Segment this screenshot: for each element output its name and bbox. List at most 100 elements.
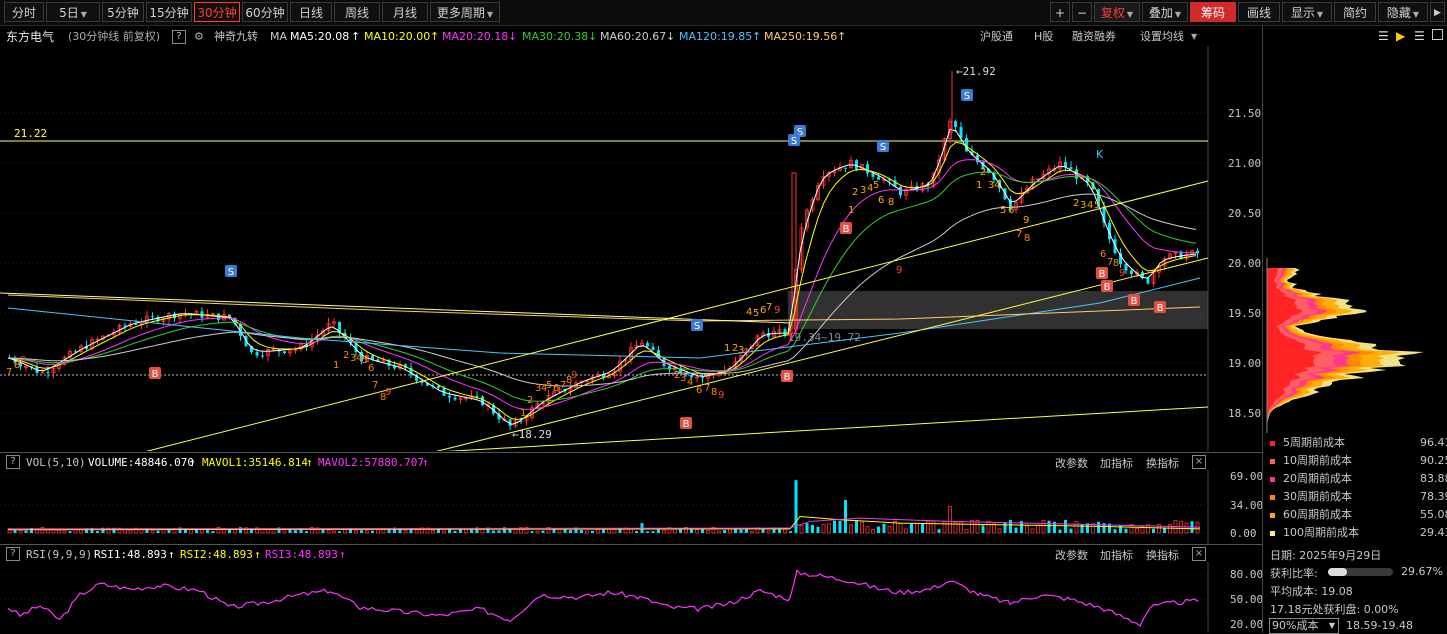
rsi2-value: RSI2:48.893 bbox=[180, 548, 253, 561]
volume-bar-up bbox=[524, 526, 529, 534]
legend-label: 20周期前成本 bbox=[1283, 472, 1352, 485]
volume-bar-down bbox=[96, 531, 99, 533]
shezhi-junxian-button[interactable]: 设置均线 bbox=[1140, 30, 1184, 43]
ma-label: MA bbox=[270, 30, 288, 43]
volume-bar-down bbox=[981, 525, 985, 533]
vol-gaicanshu-button[interactable]: 改参数 bbox=[1055, 457, 1088, 470]
volume-bar-down bbox=[1097, 521, 1100, 533]
period-tab-5day[interactable]: 5日 ▼ bbox=[46, 2, 100, 22]
volume-bar-down bbox=[409, 529, 413, 533]
period-tab-15min[interactable]: 15分钟 bbox=[146, 2, 192, 22]
td-count-label: 9 bbox=[20, 355, 26, 366]
vol-huanzhibiao-button[interactable]: 换指标 bbox=[1146, 457, 1179, 470]
volume-chart[interactable]: 69.00 34.00 0.00 bbox=[0, 470, 1262, 544]
volume-bar-down bbox=[13, 530, 17, 533]
legend-swatch bbox=[1270, 440, 1275, 446]
period-tab-week[interactable]: 周线 bbox=[334, 2, 380, 22]
rsi-jiazhibiao-button[interactable]: 加指标 bbox=[1100, 549, 1133, 562]
rongzi-link[interactable]: 融资融券 bbox=[1072, 30, 1116, 43]
close-icon[interactable]: × bbox=[1192, 455, 1206, 469]
candle-body-down bbox=[453, 397, 457, 400]
volume-bar-down bbox=[651, 531, 655, 533]
period-tab-month[interactable]: 月线 bbox=[382, 2, 428, 22]
volume-bar-down bbox=[1069, 528, 1073, 533]
buy-signal-bg bbox=[680, 417, 692, 429]
volume-bar-down bbox=[563, 529, 567, 533]
jianyue-button[interactable]: 简约 bbox=[1334, 2, 1376, 22]
align-icon[interactable]: ☰ bbox=[1378, 29, 1389, 43]
volume-bar-up bbox=[931, 520, 936, 534]
diejia-button[interactable]: 叠加 ▼ bbox=[1142, 2, 1188, 22]
period-tab-5min[interactable]: 5分钟 bbox=[102, 2, 144, 22]
volume-bar-down bbox=[503, 527, 506, 533]
flag-icon[interactable]: ▶ bbox=[1396, 29, 1406, 43]
period-tab-more[interactable]: 更多周期 ▼ bbox=[430, 2, 500, 22]
candle-body-down bbox=[651, 346, 655, 351]
candle-body-down bbox=[481, 396, 484, 406]
price-chart[interactable]: 21.50 21.00 20.50 20.00 19.50 19.00 18.50 21.22… bbox=[0, 46, 1262, 451]
indicator-name[interactable]: 神奇九转 bbox=[214, 30, 258, 43]
volume-tick-label: 69.00 bbox=[1230, 470, 1262, 483]
help-icon[interactable]: ? bbox=[6, 547, 20, 561]
help-icon[interactable]: ? bbox=[172, 30, 186, 44]
volume-bar-up bbox=[865, 526, 870, 534]
volume-bar-down bbox=[239, 527, 242, 533]
window-icon[interactable] bbox=[1432, 29, 1443, 40]
volume-bar-down bbox=[453, 530, 457, 533]
candle-body-down bbox=[134, 323, 138, 325]
list-icon[interactable]: ☰ bbox=[1414, 29, 1425, 43]
volume-bar-up bbox=[106, 527, 111, 534]
legend-percent: 83.88% bbox=[1420, 472, 1447, 485]
sell-signal-bg bbox=[788, 134, 800, 146]
sell-signal-bg bbox=[225, 265, 237, 277]
period-tab-fenshi[interactable]: 分时 bbox=[4, 2, 44, 22]
candle-body-up bbox=[1173, 252, 1178, 255]
hgu-link[interactable]: H股 bbox=[1034, 30, 1054, 43]
yincang-button[interactable]: 隐藏 ▼ bbox=[1378, 2, 1428, 22]
chouma-button[interactable]: 筹码 bbox=[1190, 2, 1236, 22]
volume-bar-up bbox=[695, 529, 699, 534]
candle-body-up bbox=[799, 227, 804, 270]
period-tab-day[interactable]: 日线 bbox=[290, 2, 332, 22]
hugutong-link[interactable]: 沪股通 bbox=[980, 30, 1013, 43]
help-icon[interactable]: ? bbox=[6, 455, 20, 469]
candle-body-up bbox=[777, 328, 782, 332]
candle-body-down bbox=[404, 364, 407, 368]
volume-bar-up bbox=[596, 528, 600, 534]
zoom-in-button[interactable]: + bbox=[1050, 2, 1070, 22]
toolbar-more-button[interactable]: ▶ bbox=[1430, 2, 1445, 22]
candle-body-down bbox=[508, 419, 512, 426]
candle-body-up bbox=[271, 348, 276, 351]
resistance-label: 21.22 bbox=[14, 127, 47, 140]
volume-bar-up bbox=[799, 525, 804, 534]
volume-bar-up bbox=[612, 529, 617, 534]
volume-bar-up bbox=[57, 529, 61, 534]
candle-body-down bbox=[409, 367, 413, 375]
gear-icon[interactable]: ⚙ bbox=[194, 30, 204, 43]
rsi-chart[interactable]: 80.00 50.00 20.00 bbox=[0, 562, 1262, 633]
volume-bar-down bbox=[816, 526, 820, 533]
td-count-label: 3 bbox=[738, 345, 744, 356]
sell-signal-letter: S bbox=[791, 136, 797, 147]
legend-swatch bbox=[1270, 512, 1275, 518]
chip-legend-item: 60周期前成本 bbox=[1270, 507, 1352, 523]
zoom-out-button[interactable]: − bbox=[1072, 2, 1092, 22]
mavol1-line bbox=[7, 515, 1201, 531]
period-tab-60min[interactable]: 60分钟 bbox=[242, 2, 288, 22]
huaxian-button[interactable]: 画线 bbox=[1238, 2, 1280, 22]
candle-body-down bbox=[657, 350, 660, 359]
volume-bar-up bbox=[893, 520, 897, 534]
rsi-huanzhibiao-button[interactable]: 换指标 bbox=[1146, 549, 1179, 562]
vol-jiazhibiao-button[interactable]: 加指标 bbox=[1100, 457, 1133, 470]
xianshi-button[interactable]: 显示 ▼ bbox=[1282, 2, 1332, 22]
volume-bar-down bbox=[228, 529, 231, 533]
close-icon[interactable]: × bbox=[1192, 547, 1206, 561]
rsi-gaicanshu-button[interactable]: 改参数 bbox=[1055, 549, 1088, 562]
td-count-label: 4 bbox=[356, 353, 362, 364]
period-tab-30min[interactable]: 30分钟 bbox=[194, 2, 240, 22]
cost-select[interactable]: 90%成本 ▼ bbox=[1269, 618, 1339, 634]
td-count-label: 4 bbox=[1087, 200, 1093, 211]
volume-bar-up bbox=[326, 529, 331, 534]
fuquan-button[interactable]: 复权 ▼ bbox=[1094, 2, 1140, 22]
candle-body-down bbox=[684, 373, 688, 376]
